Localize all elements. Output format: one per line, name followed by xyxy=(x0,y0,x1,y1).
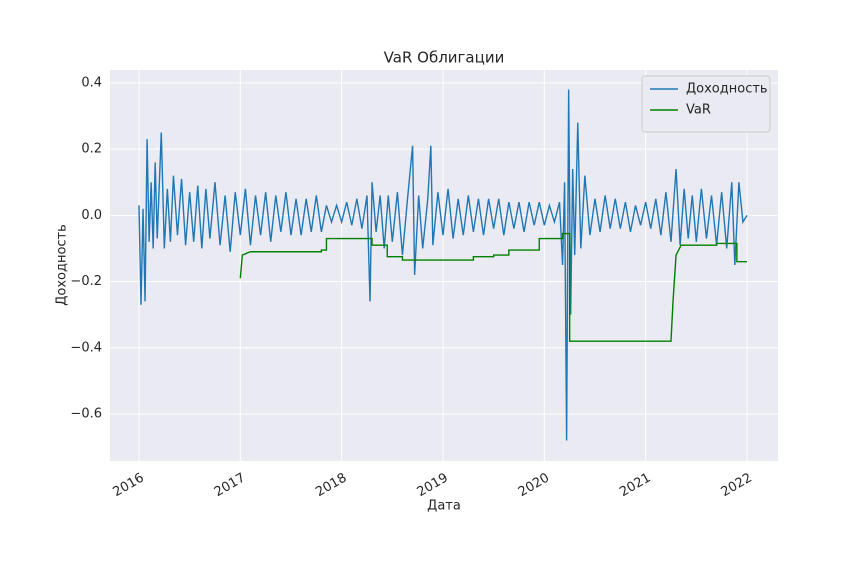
y-tick-label: 0.0 xyxy=(81,208,102,223)
x-tick-label: 2016 xyxy=(111,471,147,501)
series-line xyxy=(138,89,748,441)
legend-label: VaR xyxy=(686,103,711,118)
grid xyxy=(110,70,778,461)
x-tick-label: 2021 xyxy=(617,471,653,501)
x-tick-label: 2018 xyxy=(313,471,349,501)
lines xyxy=(138,89,748,441)
x-tick-label: 2019 xyxy=(415,471,451,501)
x-axis-label: Дата xyxy=(427,499,461,514)
x-tick-label: 2017 xyxy=(212,471,248,501)
y-tick-label: −0.2 xyxy=(70,274,102,289)
y-tick-label: 0.4 xyxy=(81,75,102,90)
legend: Доходность VaR xyxy=(641,75,771,133)
legend-label: Доходность xyxy=(686,82,768,97)
plot-area xyxy=(110,70,778,461)
chart-title: VaR Облигации xyxy=(384,49,505,67)
y-tick-label: 0.2 xyxy=(81,142,102,157)
x-tick-label: 2022 xyxy=(719,471,755,501)
series-line xyxy=(239,232,747,342)
legend-box xyxy=(641,75,771,133)
y-tick-label: −0.4 xyxy=(70,340,102,355)
y-axis-label: Доходность xyxy=(55,224,70,306)
x-tick-label: 2020 xyxy=(516,471,552,501)
y-tick-label: −0.6 xyxy=(70,406,102,421)
